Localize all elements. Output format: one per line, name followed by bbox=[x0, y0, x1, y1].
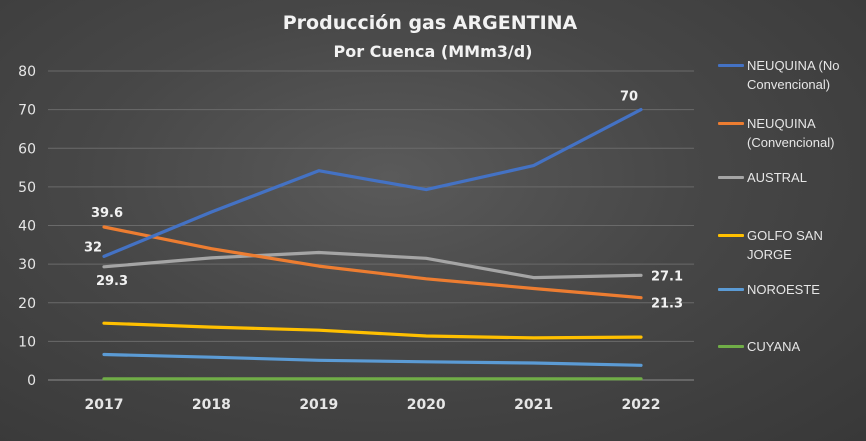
y-tick-label: 0 bbox=[27, 373, 36, 389]
data-label: 32 bbox=[84, 240, 102, 255]
data-label: 21.3 bbox=[651, 297, 683, 312]
legend-label: AUSTRAL bbox=[747, 170, 807, 185]
series-line bbox=[102, 225, 643, 300]
legend-swatch bbox=[718, 288, 744, 291]
x-tick-label: 2022 bbox=[622, 397, 661, 413]
y-tick-label: 30 bbox=[18, 257, 36, 273]
y-tick-label: 50 bbox=[18, 180, 36, 196]
y-tick-label: 20 bbox=[18, 296, 36, 312]
legend-label: NOROESTE bbox=[747, 282, 820, 297]
legend-label: NEUQUINA (No Convencional) bbox=[747, 58, 840, 92]
legend-label: GOLFO SAN JORGE bbox=[747, 228, 823, 262]
legend-swatch bbox=[718, 64, 744, 67]
y-tick-label: 70 bbox=[18, 103, 36, 119]
series-line bbox=[102, 250, 643, 280]
series-line bbox=[102, 352, 643, 367]
x-tick-label: 2020 bbox=[407, 397, 446, 413]
y-tick-label: 40 bbox=[18, 219, 36, 235]
legend-label: CUYANA bbox=[747, 339, 801, 354]
legend-swatch bbox=[718, 122, 744, 125]
data-label: 70 bbox=[620, 90, 638, 105]
y-tick-label: 10 bbox=[18, 334, 36, 350]
x-tick-label: 2018 bbox=[192, 397, 231, 413]
data-label: 39.6 bbox=[91, 206, 123, 221]
data-label: 27.1 bbox=[651, 269, 683, 284]
legend-swatch bbox=[718, 176, 744, 179]
chart-title: Producción gas ARGENTINA bbox=[282, 12, 578, 34]
legend-swatch bbox=[718, 234, 744, 237]
series-line bbox=[102, 321, 643, 340]
data-label: 29.3 bbox=[96, 274, 128, 289]
x-tick-label: 2017 bbox=[85, 397, 124, 413]
x-tick-label: 2019 bbox=[299, 397, 338, 413]
legend-label: NEUQUINA (Convencional) bbox=[747, 116, 835, 150]
y-tick-label: 60 bbox=[18, 141, 36, 157]
y-tick-label: 80 bbox=[18, 64, 36, 80]
legend-swatch bbox=[718, 345, 744, 348]
series-line bbox=[102, 107, 643, 258]
chart-subtitle: Por Cuenca (MMm3/d) bbox=[333, 42, 533, 61]
x-tick-label: 2021 bbox=[514, 397, 553, 413]
